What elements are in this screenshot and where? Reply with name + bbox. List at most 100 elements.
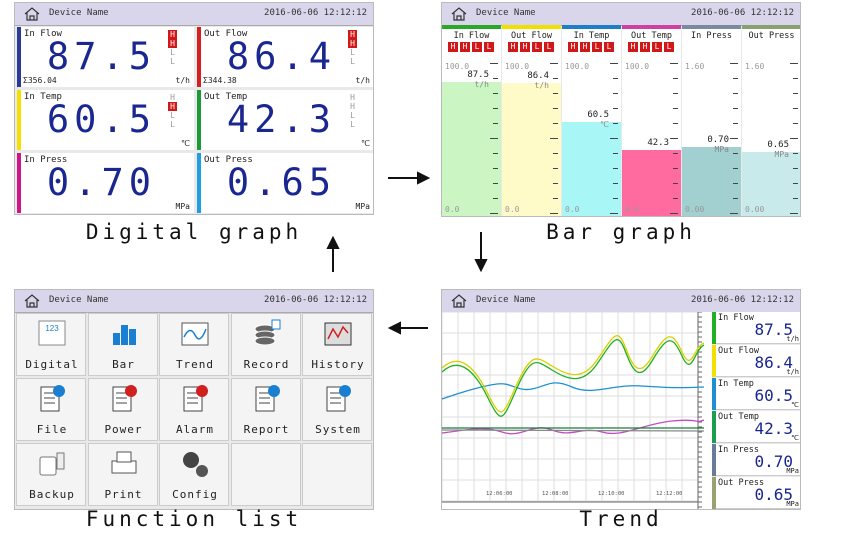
channel-unit: ℃ bbox=[791, 434, 799, 442]
channel-value: 87.5 bbox=[46, 35, 156, 78]
alarm-indicator: H bbox=[520, 42, 530, 52]
bar-unit: ℃ bbox=[600, 120, 609, 130]
column-color-strip bbox=[742, 25, 800, 29]
trend-channel: Out Temp 42.3 ℃ bbox=[712, 411, 800, 443]
scale-tick bbox=[493, 168, 498, 169]
scale-tick bbox=[793, 153, 798, 154]
function-icon bbox=[111, 451, 136, 474]
channel-value: 87.5 bbox=[754, 320, 793, 339]
channel-name: In Press bbox=[24, 155, 68, 165]
scale-tick bbox=[733, 183, 738, 184]
scale-min: 0.0 bbox=[505, 205, 520, 214]
alarm-indicator: L bbox=[350, 120, 355, 129]
scale-tick bbox=[610, 213, 618, 214]
function-cell[interactable]: Record bbox=[230, 313, 301, 376]
icon-badge bbox=[124, 385, 137, 397]
alarm-indicator: L bbox=[170, 120, 175, 129]
trend-curve bbox=[442, 339, 705, 417]
icon-printer bbox=[111, 460, 136, 474]
icon-bar bbox=[112, 333, 120, 345]
function-cell[interactable]: Backup bbox=[16, 443, 86, 506]
alarm-indicator: H bbox=[628, 42, 638, 52]
function-cell[interactable]: System bbox=[302, 378, 372, 441]
column-color-strip bbox=[442, 25, 501, 29]
function-cell[interactable]: Bar bbox=[87, 313, 158, 376]
scale-tick bbox=[613, 168, 618, 169]
bar-column: In Flow H H L L 100.0 0.0 87.5 t/h bbox=[442, 25, 501, 216]
alarm-indicator: L bbox=[532, 42, 542, 52]
column-name: Out Flow bbox=[511, 31, 552, 41]
function-icon bbox=[112, 385, 137, 412]
function-cell[interactable]: Config bbox=[159, 443, 229, 506]
scale-tick bbox=[793, 123, 798, 124]
scale-tick bbox=[613, 108, 618, 109]
channel-unit: t/h bbox=[786, 335, 799, 343]
alarm-indicator: H bbox=[350, 102, 355, 111]
channel-color-bar bbox=[712, 477, 716, 509]
scale-tick bbox=[733, 123, 738, 124]
alarm-indicator: H bbox=[168, 102, 177, 111]
channel-name: Out Press bbox=[204, 155, 253, 165]
function-cell[interactable]: 123 Digital bbox=[16, 313, 86, 376]
bar-column: Out Press 1.60 0.00 0.65 MPa bbox=[742, 25, 800, 216]
home-shape bbox=[451, 294, 467, 308]
channel-value: 60.5 bbox=[46, 98, 156, 141]
function-label: Trend bbox=[175, 358, 215, 371]
device-name: Device Name bbox=[49, 295, 109, 305]
datetime: 2016-06-06 12:12:12 bbox=[264, 8, 367, 18]
level-bar bbox=[442, 81, 501, 216]
scale-tick bbox=[493, 183, 498, 184]
time-label: 12:08:00 bbox=[542, 491, 569, 497]
scale-tick bbox=[553, 183, 558, 184]
icon-paper bbox=[116, 451, 131, 463]
scale-tick bbox=[550, 138, 558, 139]
function-label: Bar bbox=[112, 358, 135, 371]
function-cell[interactable]: History bbox=[302, 313, 372, 376]
scale-min: 0.0 bbox=[445, 205, 460, 214]
level-bar bbox=[622, 149, 681, 216]
bar-column: Out Temp H H L L 100.0 0.0 42.3 bbox=[622, 25, 681, 216]
trend-channel: In Press 0.70 MPa bbox=[712, 444, 800, 476]
icon-doc bbox=[271, 319, 280, 330]
function-cell[interactable]: Alarm bbox=[159, 378, 229, 441]
function-label: Digital bbox=[25, 358, 79, 371]
alarm-indicator: L bbox=[350, 111, 355, 120]
icon-usb bbox=[56, 452, 65, 470]
scale-tick bbox=[673, 153, 678, 154]
function-cell[interactable]: Report bbox=[230, 378, 301, 441]
bar-unit: t/h bbox=[534, 81, 549, 91]
function-cell[interactable]: Power bbox=[87, 378, 158, 441]
scale-tick bbox=[673, 198, 678, 199]
scale-tick bbox=[733, 153, 738, 154]
channel-value: 60.5 bbox=[754, 386, 793, 405]
digital-cell: Out Temp 42.3 H H L L ℃ bbox=[197, 90, 373, 150]
column-name: In Temp bbox=[573, 31, 610, 41]
function-cell[interactable]: Print bbox=[87, 443, 158, 506]
scale-tick bbox=[490, 213, 498, 214]
channel-value: 0.70 bbox=[754, 452, 793, 471]
alarm-indicator: H bbox=[580, 42, 590, 52]
alarm-indicator: H bbox=[568, 42, 578, 52]
function-cell bbox=[302, 443, 372, 506]
channel-name: In Temp bbox=[718, 379, 754, 389]
scale-tick bbox=[553, 108, 558, 109]
channel-color-bar bbox=[17, 153, 21, 213]
trend-curve bbox=[442, 429, 705, 432]
function-label: Record bbox=[243, 358, 290, 371]
alarm-indicator: L bbox=[170, 48, 175, 57]
scale-tick bbox=[610, 63, 618, 64]
header-bar: Device Name 2016-06-06 12:12:12 bbox=[442, 290, 800, 313]
channel-value: 42.3 bbox=[226, 98, 336, 141]
scale-tick bbox=[670, 138, 678, 139]
channel-unit: ℃ bbox=[181, 139, 190, 148]
channel-color-bar bbox=[17, 27, 21, 87]
bar-value: 60.5 bbox=[587, 110, 609, 121]
function-label: Power bbox=[104, 423, 143, 436]
column-color-strip bbox=[502, 25, 561, 29]
icon-frame bbox=[324, 322, 352, 346]
scale-tick bbox=[673, 78, 678, 79]
channel-unit: t/h bbox=[355, 76, 370, 85]
function-cell[interactable]: Trend bbox=[159, 313, 229, 376]
function-cell[interactable]: File bbox=[16, 378, 86, 441]
function-label: File bbox=[36, 423, 68, 436]
